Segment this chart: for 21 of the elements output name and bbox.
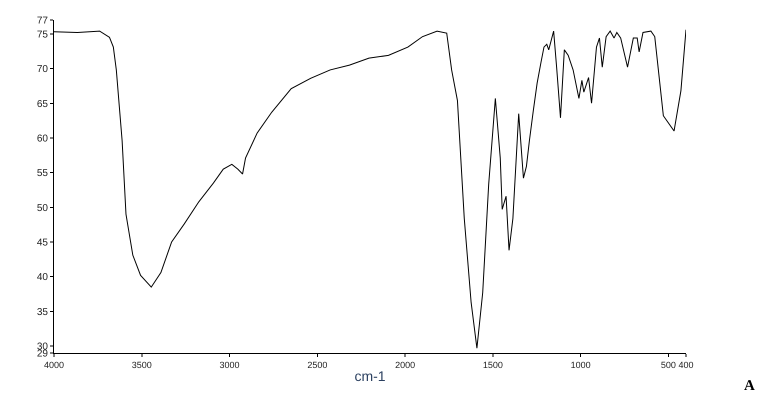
x-tick-label: 2000 (395, 360, 416, 370)
text: A (744, 378, 755, 394)
y-tick-label: 35 (36, 306, 48, 318)
x-tick-label: 500 (660, 360, 676, 370)
y-tick-label: 77 (36, 16, 48, 26)
y-tick-label: 50 (36, 202, 48, 214)
x-tick-label: 3500 (132, 360, 152, 370)
x-tick-label: 2500 (307, 360, 328, 370)
y-tick-label: 55 (36, 168, 48, 180)
y-tick-label: 60 (36, 133, 48, 144)
y-tick-label: 40 (36, 272, 48, 284)
x-tick-label: 1000 (570, 360, 591, 370)
x-axis-title: cm-1 (354, 368, 386, 384)
x-tick-label: 4000 (44, 360, 64, 370)
y-tick-label: 70 (36, 64, 48, 76)
y-tick-label: 75 (36, 29, 48, 40)
x-tick-label: 3000 (220, 360, 240, 370)
y-tick-label: 65 (36, 98, 48, 110)
x-tick-label: 1500 (482, 360, 503, 370)
x-tick-label: 400 (678, 360, 694, 370)
y-tick-label: 45 (36, 238, 48, 248)
